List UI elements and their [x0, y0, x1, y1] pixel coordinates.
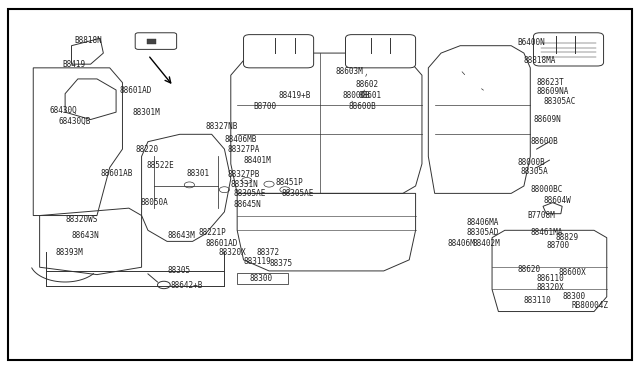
Text: B6400N: B6400N	[518, 38, 545, 46]
Text: 88601AD: 88601AD	[119, 86, 152, 94]
FancyBboxPatch shape	[534, 33, 604, 66]
Text: 88000B: 88000B	[518, 157, 545, 167]
Text: 88602: 88602	[355, 80, 378, 89]
Text: 88461MA: 88461MA	[531, 228, 563, 237]
Text: B8818N: B8818N	[75, 36, 102, 45]
Text: 88406MA: 88406MA	[467, 218, 499, 227]
Text: 88305AD: 88305AD	[467, 228, 499, 237]
Text: 88609NA: 88609NA	[537, 87, 569, 96]
Text: 88301: 88301	[186, 169, 209, 177]
Text: 88320X: 88320X	[537, 283, 564, 292]
Text: 88220: 88220	[135, 145, 158, 154]
Text: 88620: 88620	[518, 264, 541, 273]
Text: 88451P: 88451P	[275, 178, 303, 187]
Text: 883110: 883110	[524, 296, 552, 305]
Text: 88829: 88829	[556, 233, 579, 242]
Text: 88623T: 88623T	[537, 78, 564, 87]
Text: 88600X: 88600X	[559, 268, 587, 277]
Text: 88402M: 88402M	[473, 239, 500, 248]
Text: 88305A: 88305A	[521, 167, 548, 176]
Text: 88645N: 88645N	[234, 200, 262, 209]
Text: 88609N: 88609N	[534, 115, 561, 124]
Text: 88327NB: 88327NB	[205, 122, 237, 131]
Text: 88050A: 88050A	[140, 198, 168, 207]
Text: B7708M: B7708M	[527, 211, 555, 220]
Text: 88300: 88300	[250, 274, 273, 283]
Text: 88375: 88375	[269, 259, 292, 268]
Text: 88221P: 88221P	[199, 228, 227, 237]
Bar	[147, 39, 156, 44]
Bar	[237, 273, 288, 284]
Text: 88305AE: 88305AE	[234, 189, 266, 198]
Text: 88818MA: 88818MA	[524, 56, 556, 65]
Text: 88300: 88300	[562, 292, 585, 301]
Text: 88600B: 88600B	[531, 137, 558, 146]
Text: 88000BC: 88000BC	[531, 185, 563, 194]
Text: 88305AE: 88305AE	[282, 189, 314, 198]
Text: 88301M: 88301M	[132, 108, 160, 117]
Text: 88700: 88700	[546, 241, 570, 250]
Text: 88642+B: 88642+B	[170, 281, 203, 290]
Text: B8419: B8419	[62, 60, 85, 69]
Text: 886110: 886110	[537, 274, 564, 283]
FancyBboxPatch shape	[244, 35, 314, 68]
Text: 88331N: 88331N	[231, 180, 259, 189]
Text: 88522E: 88522E	[147, 161, 175, 170]
Text: 88305: 88305	[167, 266, 190, 275]
FancyBboxPatch shape	[135, 33, 177, 49]
Text: 88305AC: 88305AC	[543, 97, 575, 106]
Text: 88406M: 88406M	[447, 239, 475, 248]
Text: 88393M: 88393M	[56, 248, 83, 257]
Text: 68430QB: 68430QB	[59, 117, 91, 126]
Text: 88601: 88601	[358, 91, 381, 100]
Text: 88601AD: 88601AD	[205, 239, 237, 248]
Text: 88643M: 88643M	[167, 231, 195, 240]
Text: 88327PB: 88327PB	[228, 170, 260, 179]
Text: 88419+B: 88419+B	[278, 91, 311, 100]
Text: 88643N: 88643N	[72, 231, 99, 240]
Text: 88401M: 88401M	[244, 155, 271, 165]
Text: 88406MB: 88406MB	[225, 135, 257, 144]
Text: 88603M: 88603M	[336, 67, 364, 76]
Text: RB80004Z: RB80004Z	[572, 301, 609, 311]
Text: B8700: B8700	[253, 102, 276, 111]
Text: 88320WS: 88320WS	[65, 215, 97, 224]
Text: 883119: 883119	[244, 257, 271, 266]
Text: 88320X: 88320X	[218, 248, 246, 257]
Text: 88000B: 88000B	[342, 91, 370, 100]
Text: 68430Q: 68430Q	[49, 106, 77, 115]
Text: 88372: 88372	[256, 248, 280, 257]
Text: 88604W: 88604W	[543, 196, 571, 205]
FancyBboxPatch shape	[346, 35, 415, 68]
Text: 88327PA: 88327PA	[228, 145, 260, 154]
Text: 88601AB: 88601AB	[100, 169, 132, 177]
Text: 88600B: 88600B	[349, 102, 376, 111]
